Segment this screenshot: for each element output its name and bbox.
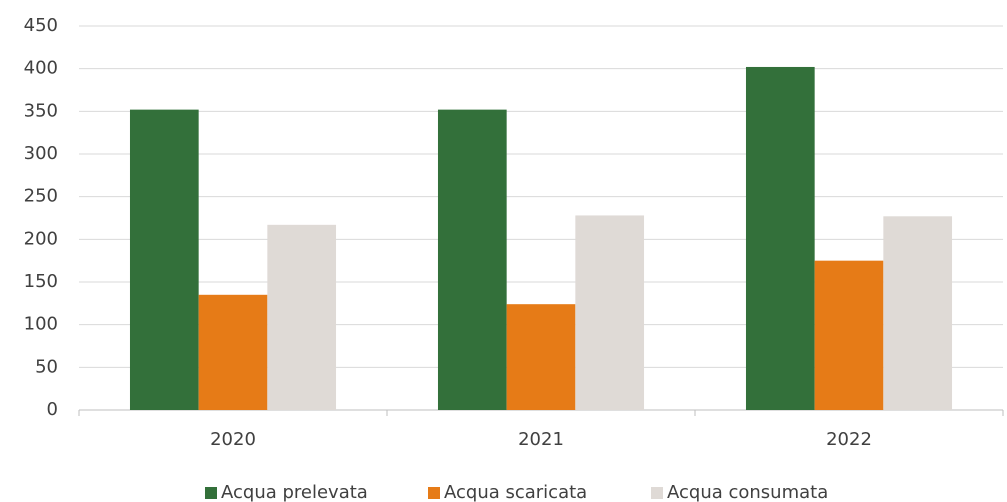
y-tick-label: 450 [24, 15, 58, 36]
y-tick-label: 250 [24, 186, 58, 207]
bar [129, 109, 199, 411]
y-tick-label: 200 [24, 228, 58, 249]
legend-swatch [428, 487, 440, 499]
bar [883, 216, 953, 410]
y-tick-label: 0 [47, 399, 58, 420]
x-tick-label: 2020 [210, 429, 256, 450]
legend-label: Acqua scaricata [444, 482, 587, 502]
y-tick-label: 50 [35, 356, 58, 377]
bar [198, 294, 268, 410]
x-tick-label: 2022 [826, 429, 872, 450]
y-tick-label: 100 [24, 314, 58, 335]
y-tick-label: 400 [24, 58, 58, 79]
y-tick-label: 350 [24, 100, 58, 121]
y-tick-label: 150 [24, 271, 58, 292]
y-tick-label: 300 [24, 143, 58, 164]
bar [506, 304, 576, 410]
bar [267, 224, 337, 410]
x-tick-label: 2021 [518, 429, 564, 450]
bar [814, 260, 884, 410]
legend-swatch [205, 487, 217, 499]
bar [575, 215, 645, 410]
legend-label: Acqua consumata [667, 482, 828, 502]
bar [437, 109, 507, 411]
legend-label: Acqua prelevata [221, 482, 368, 502]
legend-swatch [651, 487, 663, 499]
bar [745, 66, 815, 411]
